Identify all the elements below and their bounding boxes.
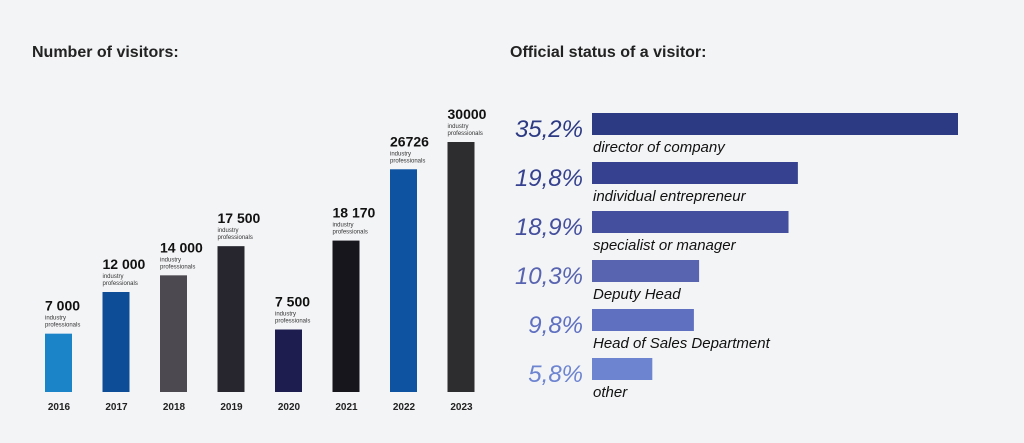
value-label-2021: 18 170 [333,205,376,221]
value-label-2018: 14 000 [160,239,203,255]
bar-2017 [102,292,130,392]
unit-label-2018: industry [160,257,181,263]
category-label-4: Head of Sales Department [593,335,771,352]
unit-label-2023: industry [448,124,469,130]
status-chart-title: Official status of a visitor: [510,44,707,61]
year-label-2016: 2016 [48,402,71,413]
value-label-2017: 12 000 [103,256,146,272]
bar-2021 [332,240,360,392]
unit-label-2016: industry [45,316,66,322]
percent-label-2: 18,9% [515,214,583,241]
unit-label-2016: professionals [45,323,80,329]
percent-label-3: 10,3% [515,263,583,290]
unit-label-2018: professionals [160,264,195,270]
unit-label-2022: professionals [390,158,425,164]
value-label-2016: 7 000 [45,298,80,314]
category-label-1: individual entrepreneur [593,188,747,205]
category-label-5: other [593,384,628,401]
percent-label-1: 19,8% [515,165,583,192]
category-label-2: specialist or manager [593,237,737,254]
unit-label-2017: professionals [103,281,138,287]
percent-label-4: 9,8% [528,312,583,339]
value-label-2023: 30000 [448,106,487,122]
unit-label-2017: industry [103,274,124,280]
bar-2019 [217,246,245,392]
unit-label-2020: professionals [275,319,310,325]
unit-label-2021: professionals [333,230,368,236]
year-label-2022: 2022 [393,402,416,413]
visitors-chart-title: Number of visitors: [32,44,179,61]
bar-2020 [275,329,302,392]
unit-label-2023: professionals [448,131,483,137]
year-label-2023: 2023 [450,402,473,413]
bar-2022 [390,169,417,392]
year-label-2017: 2017 [105,402,128,413]
year-label-2020: 2020 [278,402,301,413]
unit-label-2020: industry [275,312,296,318]
percent-label-0: 35,2% [515,116,583,143]
bar-2018 [160,275,187,392]
status-bar-1 [592,162,798,184]
unit-label-2019: professionals [218,235,253,241]
unit-label-2022: industry [390,151,411,157]
year-label-2018: 2018 [163,402,186,413]
category-label-3: Deputy Head [593,286,681,303]
unit-label-2021: industry [333,223,354,229]
year-label-2019: 2019 [220,402,243,413]
status-bar-2 [592,211,789,233]
status-bar-3 [592,260,700,282]
status-bar-5 [592,358,653,380]
value-label-2020: 7 500 [275,294,310,310]
percent-label-5: 5,8% [528,361,583,388]
unit-label-2019: industry [218,228,239,234]
category-label-0: director of company [593,139,726,156]
year-label-2021: 2021 [335,402,358,413]
bar-2016 [45,333,72,392]
value-label-2019: 17 500 [218,210,261,226]
status-bar-0 [592,113,958,135]
bar-2023 [447,142,475,392]
value-label-2022: 26726 [390,133,429,149]
status-bar-4 [592,309,694,331]
